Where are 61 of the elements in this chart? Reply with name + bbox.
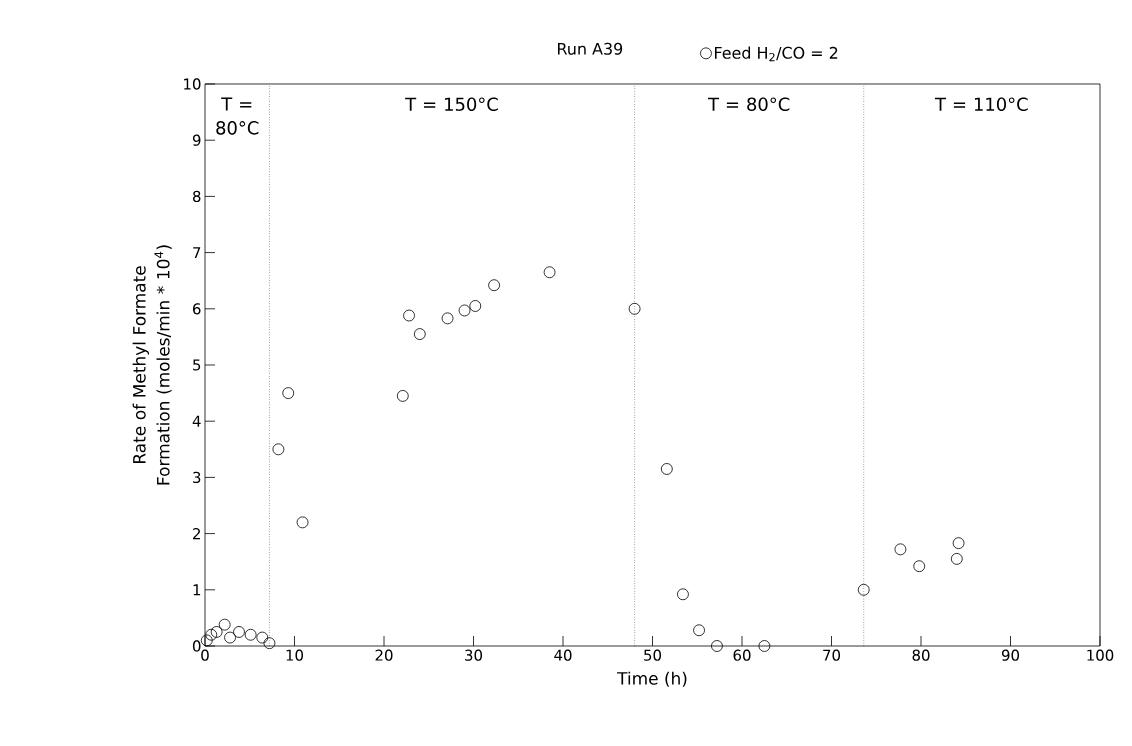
point [628,302,641,315]
x-tick-label: 80 [912,649,930,661]
x-tick-label: 50 [644,649,662,661]
point [469,300,482,312]
x-tick-label: 70 [823,649,841,661]
point [952,537,965,550]
point [205,628,218,641]
point [894,543,907,556]
y-tick-label: 8 [192,190,201,203]
y-tick-label: 1 [193,584,201,596]
point [282,387,295,399]
point [543,266,556,279]
point [857,583,870,596]
point [441,312,454,325]
annotation: T = 80°C [708,97,790,111]
point [458,304,471,317]
y-tick-label: 3 [193,471,201,484]
y-tick-label: 6 [193,303,201,315]
x-tick-label: 100 [1087,649,1114,661]
point [950,552,963,565]
point [677,588,689,601]
x-tick-label: 10 [286,649,304,661]
x-tick-label: 30 [465,649,483,661]
point [413,328,426,340]
point [210,626,223,638]
y-tick-label: 10 [184,78,201,90]
point [233,626,245,638]
y-tick-label: 5 [193,359,201,371]
point [488,279,500,292]
point [272,443,285,456]
y-tick-label: 2 [193,528,200,540]
point [693,624,705,637]
point [660,463,673,475]
x-tick-label: 40 [554,649,572,661]
y-tick-label: 0 [192,640,201,652]
x-tick-label: 60 [733,649,751,661]
point [224,631,236,644]
point [711,640,723,652]
point [218,618,231,631]
annotation: T = 80°C [216,97,259,135]
point [256,631,269,644]
point [263,637,276,650]
y-axis-title: Rate of Methyl Formate Formation (moles/min * 10$^{4}$) [132,245,172,485]
x-tick-label: 0 [201,649,209,661]
y-tick-label: 4 [192,415,201,427]
point [403,309,415,322]
x-tick-label: 90 [1001,649,1020,661]
y-tick-label: 9 [192,134,201,146]
point [758,640,771,652]
x-axis-title: Time (h) [617,671,687,687]
chart-title: Run A39 [558,42,623,55]
point [913,560,926,573]
annotation: T = 110°C [935,97,1028,111]
annotation: T = 150°C [405,97,498,111]
y-tick-label: 7 [193,247,201,259]
point [396,390,409,402]
legend-label: Feed H$_{2}$/CO = 2 [715,46,838,62]
x-tick-label: 20 [375,649,393,661]
point [200,634,213,647]
point [244,628,257,641]
point [296,516,309,529]
